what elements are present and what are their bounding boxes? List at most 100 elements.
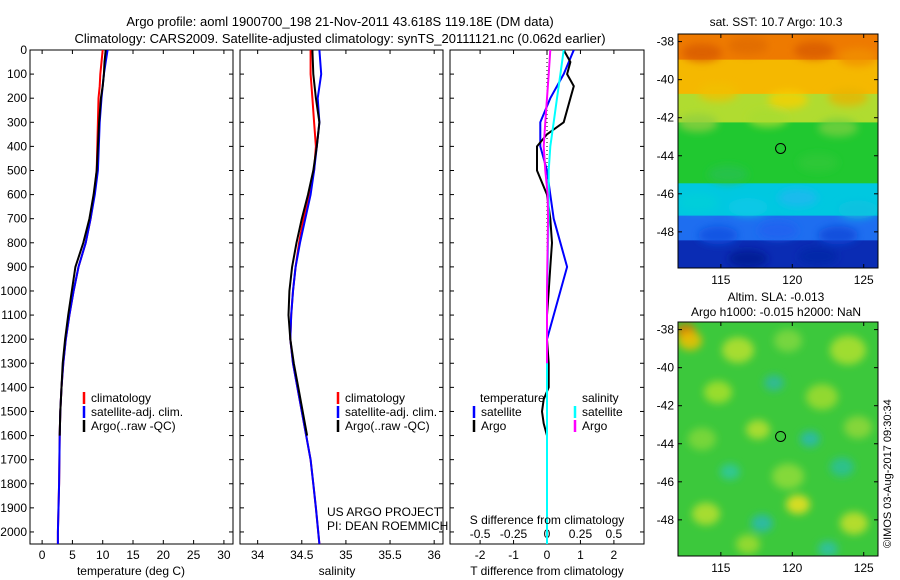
sst-texture-blob [838,200,878,219]
sla-texture-blob [786,494,810,515]
salinity-legend: climatology satellite-adj. clim. Argo(..… [336,391,437,433]
sst-texture-blob [728,36,768,55]
y-tick-label: 400 [7,139,27,153]
series-line-temperature-argo [536,50,575,484]
legend-label-sal-satellite: satellite [582,405,623,419]
series-line-argo-raw-qc- [287,50,321,436]
sst-texture-blob [748,109,788,128]
sla-texture-blob [722,337,754,363]
sst-texture-blob [678,113,718,132]
sla-texture-blob [830,457,854,477]
sst-map: 115 120 125 -38 -40 -42 -44 -46 -48 [657,33,879,287]
sla-texture-blob [720,463,740,480]
series-line-climatology [289,50,321,544]
sst-texture [678,36,878,268]
x-tick-label: 0 [544,548,551,562]
x2-tick-label: 0.25 [569,527,593,541]
y-tick-label: 1600 [0,429,27,443]
x-tick-label: -1 [508,548,519,562]
sst-texture-blob [698,83,738,102]
x-tick-label: 0 [39,548,46,562]
y-tick-label: -40 [657,73,675,87]
series-line-satellite-adj-clim- [56,50,109,544]
temperature-xlabel: temperature (deg C) [77,564,185,578]
x-tick-label: 36 [427,548,441,562]
sst-texture-blob [828,88,868,107]
y-tick-label: 1800 [0,477,27,491]
x-tick-label: 115 [711,273,730,287]
x-tick-label: 5 [69,548,76,562]
series-line-argo-raw-qc- [58,50,107,436]
salinity-xlabel: salinity [319,564,356,578]
sla-texture-blob [751,514,773,533]
y-tick-label: -46 [657,475,675,489]
x-tick-label: 1 [577,548,584,562]
legend-label-climatology: climatology [91,391,151,405]
y-tick-label: 600 [7,188,27,202]
profile-location-marker [775,430,787,442]
y-tick-label: -40 [657,361,675,375]
difference-xlabel-salinity: S difference from climatology [470,513,625,527]
sst-texture-blob [794,41,834,60]
sla-texture-blob [806,384,838,410]
sla-texture-blob [746,420,770,440]
figure-title-line2: Climatology: CARS2009. Satellite-adjuste… [74,31,605,46]
y-tick-label: 1000 [0,284,27,298]
legend-label-argo: Argo(..raw -QC) [91,419,176,433]
sst-texture-blob [778,188,818,207]
sla-texture-blob [830,335,866,365]
y-tick-label: 1700 [0,453,27,467]
series-group [536,50,575,544]
x-tick-label: -2 [475,548,486,562]
legend-label-climatology: climatology [345,391,405,405]
y-tick-label: 800 [7,236,27,250]
y-tick-label: -44 [657,149,675,163]
x2-tick-label: -0.5 [470,527,491,541]
difference-xlabel: T difference from climatology [470,564,624,578]
temperature-profile-panel: 0100200300400500600700800900100011001200… [0,43,234,562]
sst-texture-blob [682,43,722,62]
sst-texture-blob [678,193,718,212]
map-image [678,322,878,556]
x-tick-label: 30 [217,548,231,562]
sst-texture-blob [708,165,748,184]
sst-texture-blob [768,90,808,109]
sla-texture-blob [688,427,716,451]
pi-annotation: PI: DEAN ROEMMICH [327,519,448,533]
sla-texture [678,323,872,556]
sla-texture-blob [844,416,872,439]
series-group [287,50,323,544]
x-tick-label: 115 [711,561,730,575]
x-tick-label: 125 [854,561,874,575]
y-tick-label: -42 [657,111,675,125]
x2-tick-label: -0.25 [500,527,528,541]
sst-texture-blob [798,153,838,172]
sla-texture-blob [692,502,720,526]
x-tick-label: 10 [96,548,110,562]
temperature-legend: climatology satellite-adj. clim. Argo(..… [82,391,183,433]
sst-texture-blob [698,226,738,245]
salinity-profile-panel: 34 34.5 35 35.5 36 [239,49,444,562]
difference-legend: temperature satellite Argo salinity sate… [472,391,623,433]
sla-texture-blob [818,540,838,556]
sst-band [678,240,878,268]
x-tick-label: 2 [611,548,618,562]
x-tick-label: 34 [251,548,265,562]
sst-texture-blob [798,247,838,266]
project-annotation: US ARGO PROJECT [327,505,442,519]
y-tick-label: 0 [20,43,27,57]
sla-texture-blob [704,381,732,404]
map-frame [677,33,879,269]
sla-texture-blob [800,431,820,447]
y-tick-label: -42 [657,399,675,413]
series-line-satellite-adj-clim- [289,50,323,544]
y-tick-label: 100 [7,67,27,81]
sla-texture-blob [678,331,702,351]
x-tick-label: 35.5 [378,548,402,562]
sla-texture-blob [764,374,784,391]
legend-title-salinity: salinity [582,391,619,405]
y-tick-label: 1500 [0,404,27,418]
y-tick-label: 1200 [0,332,27,346]
